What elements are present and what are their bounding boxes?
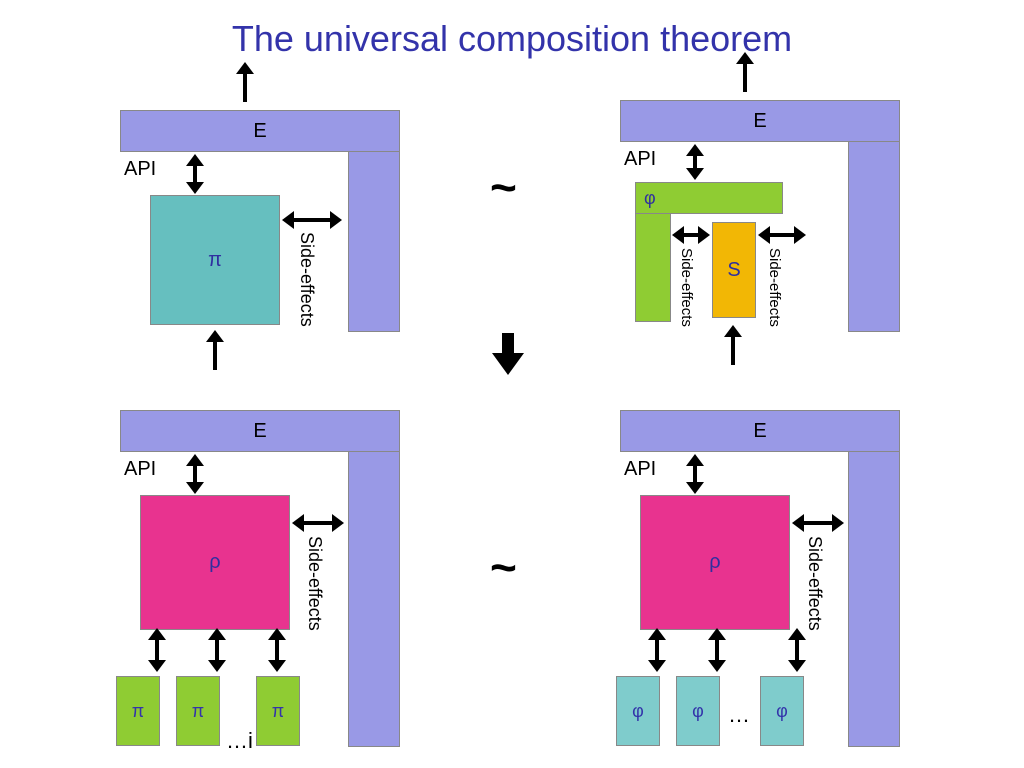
env-top-bar: E [120,110,400,152]
pi-child-2: π [176,676,220,746]
child-arrow-2 [702,628,732,672]
ellipsis-i: …i [226,728,253,754]
quadrant-top-right: E API φ Side-effects S Side-effects [560,70,940,390]
phi-child-1: φ [616,676,660,746]
pi-symbol: π [208,249,222,272]
env-top-bar: E [620,100,900,142]
inner-side-effects-arrow [672,220,710,250]
arrow-in-bottom [200,330,230,378]
env-right-bar [848,452,900,747]
side-effects-arrow [292,508,344,538]
child-arrow-2 [202,628,232,672]
arrow-out-top [230,62,260,110]
tilde-top: ~ [490,160,517,214]
pi-child-3: π [256,676,300,746]
api-label: API [124,158,156,181]
env-right-bar [848,142,900,332]
env-top-bar: E [120,410,400,452]
child-arrow-3 [262,628,292,672]
tilde-bottom: ~ [490,540,517,594]
inner-side-effects-label: Side-effects [678,248,695,327]
phi-symbol: φ [692,701,704,722]
rho-box: ρ [140,495,290,630]
s-box: S [712,222,756,318]
side-effects-arrow [758,220,806,250]
phi-symbol: φ [644,188,656,209]
api-arrow [680,144,710,180]
side-effects-arrow [282,205,342,235]
side-effects-arrow [792,508,844,538]
pi-symbol: π [272,701,284,722]
arrow-in-bottom [718,325,748,373]
side-effects-label: Side-effects [766,248,783,327]
side-effects-label: Side-effects [804,536,825,631]
phi-l-shape: φ [635,182,783,322]
child-arrow-1 [142,628,172,672]
child-arrow-1 [642,628,672,672]
phi-symbol: φ [776,701,788,722]
phi-child-3: φ [760,676,804,746]
pi-box: π [150,195,280,325]
side-effects-label: Side-effects [304,536,325,631]
env-label: E [253,420,266,443]
quadrant-top-left: E API π Side-effects [60,80,440,400]
implies-down-arrow [488,330,528,390]
rho-box: ρ [640,495,790,630]
pi-symbol: π [192,701,204,722]
side-effects-label: Side-effects [296,232,317,327]
api-arrow [180,454,210,494]
env-label: E [253,120,266,143]
child-arrow-3 [782,628,812,672]
quadrant-bottom-left: E API ρ Side-effects π π π …i [60,400,440,760]
env-top-bar: E [620,410,900,452]
ellipsis: … [728,702,750,728]
quadrant-bottom-right: E API ρ Side-effects φ φ … φ [560,400,940,760]
rho-symbol: ρ [709,551,720,574]
api-label: API [624,148,656,171]
env-label: E [753,110,766,133]
rho-symbol: ρ [209,551,220,574]
arrow-out-top [730,52,760,100]
phi-symbol: φ [632,701,644,722]
s-symbol: S [727,259,740,282]
api-arrow [180,154,210,194]
env-right-bar [348,452,400,747]
page-title: The universal composition theorem [0,18,1024,60]
env-label: E [753,420,766,443]
api-label: API [624,458,656,481]
api-arrow [680,454,710,494]
api-label: API [124,458,156,481]
pi-child-1: π [116,676,160,746]
phi-child-2: φ [676,676,720,746]
pi-symbol: π [132,701,144,722]
env-right-bar [348,152,400,332]
